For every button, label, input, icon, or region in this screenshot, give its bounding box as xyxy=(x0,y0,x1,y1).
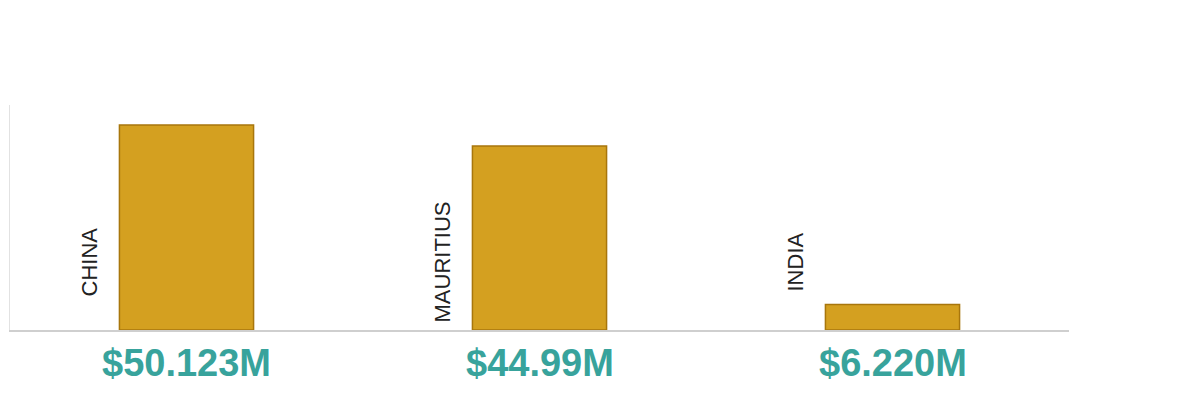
svg-text:$44.99M: $44.99M xyxy=(466,342,614,384)
svg-text:INDIA: INDIA xyxy=(783,233,808,292)
svg-text:MAURITIUS: MAURITIUS xyxy=(430,202,455,323)
svg-text:CHINA: CHINA xyxy=(77,228,102,297)
svg-text:$6.220M: $6.220M xyxy=(819,342,967,384)
svg-text:$50.123M: $50.123M xyxy=(102,342,271,384)
